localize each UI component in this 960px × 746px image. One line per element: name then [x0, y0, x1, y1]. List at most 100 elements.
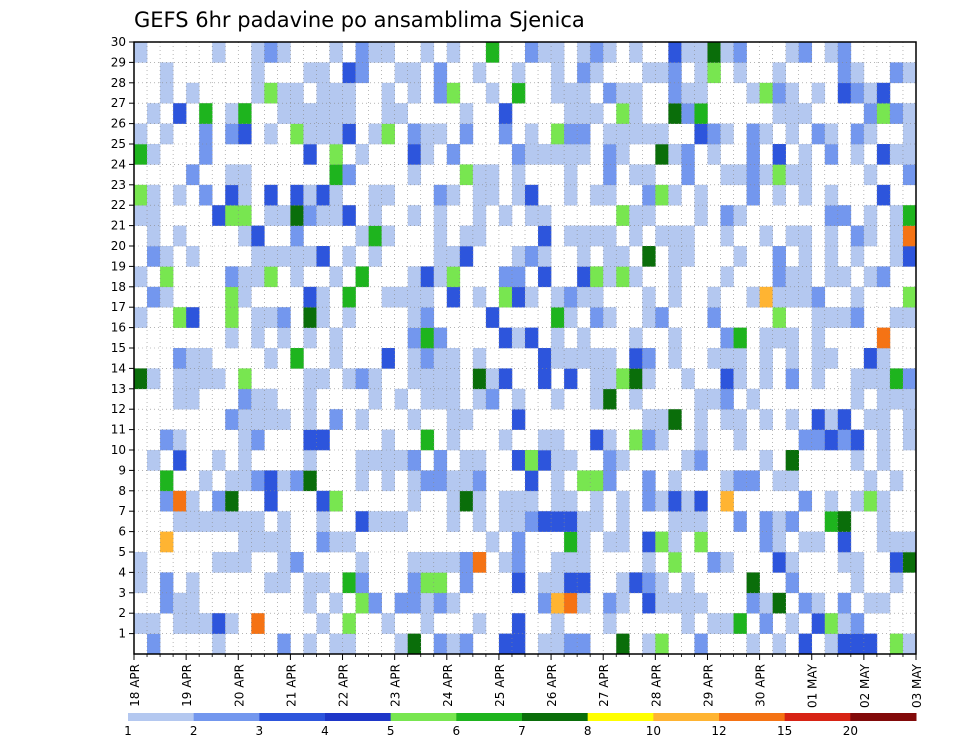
heatmap-cell — [199, 123, 213, 145]
y-tick-label: 19 — [111, 259, 126, 273]
heatmap-cell — [407, 144, 422, 165]
heatmap-cell — [655, 62, 669, 84]
y-tick-label: 14 — [111, 361, 126, 375]
heatmap-cell — [342, 82, 356, 104]
x-tick-label: 20 APR — [232, 664, 246, 707]
heatmap-cell — [577, 348, 591, 369]
heatmap-cell — [538, 633, 552, 655]
heatmap-cell — [746, 286, 760, 308]
heatmap-cell — [759, 164, 773, 186]
heatmap-cell — [329, 490, 343, 512]
colorbar-label: 6 — [453, 724, 461, 738]
heatmap-cell — [329, 531, 343, 553]
heatmap-cell — [511, 286, 526, 308]
heatmap-cell — [785, 552, 799, 573]
heatmap-cell — [642, 123, 656, 145]
heatmap-cell — [251, 42, 265, 63]
heatmap-cell — [433, 552, 448, 573]
heatmap-cell — [433, 246, 448, 267]
heatmap-cell — [264, 307, 278, 328]
heatmap-cell — [134, 123, 148, 145]
heatmap-cell — [225, 205, 239, 226]
heatmap-cell — [759, 368, 773, 390]
heatmap-cell — [876, 511, 891, 532]
heatmap-cell — [316, 205, 330, 226]
heatmap-cell — [603, 184, 617, 206]
x-tick-label: 03 MAY — [910, 663, 924, 708]
heatmap-cell — [355, 470, 369, 492]
heatmap-cell — [668, 246, 682, 267]
heatmap-cell — [863, 348, 878, 369]
heatmap-cell — [147, 246, 161, 267]
heatmap-cell — [407, 164, 422, 186]
colorbar-label: 10 — [646, 724, 661, 738]
heatmap-cell — [811, 592, 826, 614]
x-axis: 18 APR 19 APR 20 APR 21 APR 22 APR 23 APR 24 A… — [128, 654, 924, 708]
heatmap-cell — [160, 572, 174, 594]
y-tick-label: 26 — [111, 117, 126, 131]
heatmap-cell — [498, 552, 513, 573]
heatmap-cell — [368, 246, 382, 267]
heatmap-cell — [186, 592, 200, 614]
heatmap-cell — [407, 450, 422, 471]
heatmap-cell — [511, 552, 526, 573]
heatmap-cell — [420, 388, 435, 410]
heatmap-cell — [759, 511, 773, 532]
heatmap-cell — [433, 123, 448, 145]
heatmap-cell — [733, 327, 747, 349]
heatmap-cell — [616, 511, 630, 532]
heatmap-cell — [681, 246, 695, 267]
y-tick-label: 5 — [118, 545, 126, 559]
heatmap-cell — [472, 286, 487, 308]
heatmap-cell — [902, 368, 917, 390]
heatmap-cell — [407, 62, 422, 84]
heatmap-cell — [837, 531, 852, 553]
heatmap-cell — [355, 225, 369, 247]
x-tick-label: 02 MAY — [858, 663, 872, 708]
heatmap-cell — [733, 348, 747, 369]
heatmap-cell — [173, 450, 187, 471]
heatmap-cell — [303, 388, 317, 410]
heatmap-cell — [694, 62, 708, 84]
heatmap-cell — [824, 184, 839, 206]
heatmap-cell — [577, 592, 591, 614]
heatmap-cell — [603, 388, 617, 410]
heatmap-cell — [511, 490, 526, 512]
x-tick-label: 01 MAY — [806, 663, 820, 708]
heatmap-cell — [694, 409, 708, 430]
heatmap-cell — [746, 572, 760, 594]
heatmap-cell — [759, 409, 773, 430]
heatmap-cell — [316, 572, 330, 594]
heatmap-cell — [433, 572, 448, 594]
heatmap-cell — [329, 327, 343, 349]
heatmap-cell — [420, 286, 435, 308]
heatmap-cell — [655, 144, 669, 165]
heatmap-cell — [785, 613, 799, 634]
colorbar-swatch — [456, 713, 523, 721]
heatmap-cell — [264, 490, 278, 512]
heatmap-cell — [147, 144, 161, 165]
heatmap-cell — [811, 123, 826, 145]
heatmap-cell — [511, 144, 526, 165]
heatmap-cell — [668, 592, 682, 614]
colorbar-swatch — [325, 713, 392, 721]
heatmap-cell — [407, 592, 422, 614]
y-tick-label: 23 — [111, 178, 126, 192]
heatmap-cell — [642, 286, 656, 308]
heatmap-cell — [251, 246, 265, 267]
heatmap-cell — [472, 164, 487, 186]
heatmap-cell — [824, 266, 839, 288]
heatmap-cell — [837, 82, 852, 104]
heatmap-cell — [420, 144, 435, 165]
heatmap-cell — [577, 225, 591, 247]
heatmap-cell — [303, 409, 317, 430]
heatmap-cell — [381, 429, 395, 451]
heatmap-cell — [759, 82, 773, 104]
heatmap-cell — [538, 225, 552, 247]
heatmap-cell — [446, 144, 461, 165]
heatmap-cell — [707, 388, 721, 410]
heatmap-cell — [798, 266, 813, 288]
y-tick-label: 10 — [111, 443, 126, 457]
heatmap-cell — [863, 266, 878, 288]
heatmap-cell — [342, 613, 356, 634]
